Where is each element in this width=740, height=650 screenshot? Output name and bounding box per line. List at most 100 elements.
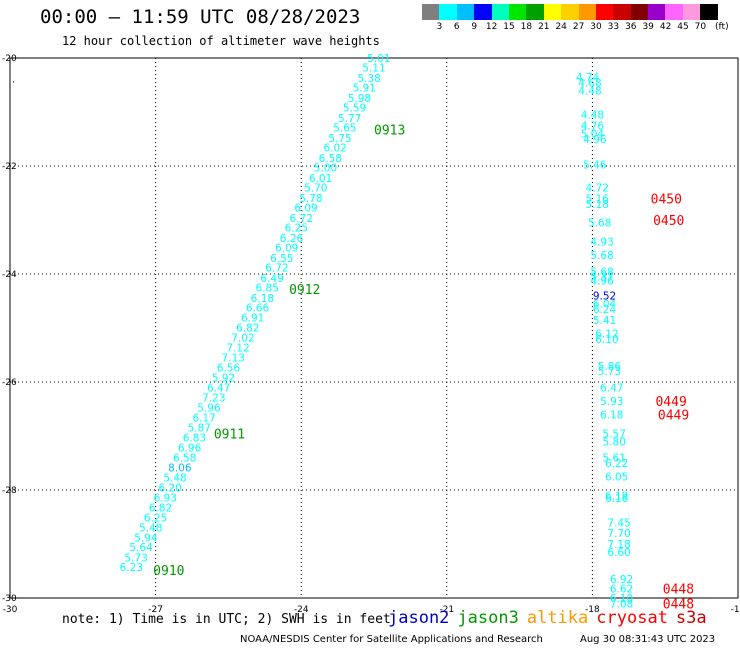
- plot-frame: [9, 57, 739, 599]
- wave-height-label: 5.94: [134, 533, 158, 545]
- legend-label: 21: [538, 22, 550, 32]
- wave-height-label: 6.47: [600, 382, 623, 394]
- wave-height-label: 6.72: [265, 263, 288, 275]
- legend-swatch: [665, 4, 683, 20]
- wave-height-label: 5.41: [593, 315, 616, 327]
- y-tick-label: -20: [2, 54, 17, 64]
- wave-height-label: 4.74: [576, 72, 600, 84]
- wave-height-label: 6.83: [183, 433, 206, 445]
- pass-time-label: 0448: [663, 597, 694, 612]
- legend-swatch: [700, 4, 718, 20]
- pass-time-label: 0912: [289, 283, 320, 298]
- wave-height-label: 5.93: [600, 396, 623, 408]
- satellite-label: jason3: [457, 608, 519, 628]
- legend-swatch: [422, 4, 440, 20]
- wave-height-label: 6.10: [595, 334, 618, 346]
- legend-label: 70: [694, 22, 707, 32]
- color-legend-bar: [422, 4, 718, 20]
- wave-height-label: 6.85: [256, 283, 279, 295]
- pass-time-label: 0450: [653, 214, 684, 229]
- wave-height-label: 6.04: [593, 299, 617, 311]
- y-tick-label: -30: [2, 594, 17, 604]
- x-tick-label: -27: [148, 605, 163, 615]
- wave-height-label: 6.25: [144, 513, 167, 525]
- wave-height-label: 5.37: [590, 272, 613, 284]
- legend-label: 27: [572, 22, 585, 32]
- x-tick-label: -15: [731, 605, 740, 615]
- wave-height-label: 5.11: [362, 63, 385, 75]
- wave-height-label: 5.68: [590, 266, 613, 278]
- legend-label: 42: [659, 22, 672, 32]
- wave-height-label: 6.93: [154, 493, 177, 505]
- pass-time-label: 0448: [663, 582, 694, 597]
- wave-height-label: 6.09: [294, 203, 317, 215]
- wave-height-label: 4.48: [581, 110, 604, 122]
- legend-swatch: [561, 4, 579, 20]
- legend-label: 18: [520, 22, 533, 32]
- page-title: 00:00 – 11:59 UTC 08/28/2023: [40, 6, 361, 28]
- legend-label: 36: [625, 22, 637, 32]
- satellite-label: cryosat: [596, 608, 668, 628]
- wave-height-label: 7.12: [226, 342, 249, 354]
- legend-swatch: [648, 4, 666, 20]
- wave-height-label: 5.68: [590, 250, 613, 262]
- y-tick-label: -28: [2, 486, 17, 496]
- y-axis-marker: .: [12, 74, 15, 85]
- wave-height-label: 5.92: [212, 373, 235, 385]
- generated-timestamp: Aug 30 08:31:43 UTC 2023: [580, 634, 716, 645]
- legend-swatch: [474, 4, 492, 20]
- wave-height-label: 6.72: [290, 213, 313, 225]
- legend-label: 39: [642, 22, 654, 32]
- x-tick-label: -21: [439, 605, 454, 615]
- legend-swatch: [682, 4, 701, 20]
- wave-height-label: 4.96: [590, 275, 614, 287]
- wave-height-label: 6.66: [246, 302, 270, 314]
- y-tick-label: -24: [2, 270, 17, 280]
- legend-swatch: [630, 4, 649, 20]
- wave-height-label: 6.60: [607, 547, 630, 559]
- page-subtitle: 12 hour collection of altimeter wave hei…: [62, 34, 380, 48]
- legend-swatch: [578, 4, 596, 20]
- wave-height-label: 5.65: [333, 123, 356, 135]
- wave-height-label: 5.64: [129, 542, 153, 554]
- wave-height-label: 6.01: [309, 173, 332, 185]
- legend-label: 24: [555, 22, 567, 32]
- wave-height-label: 5.86: [598, 361, 622, 373]
- x-tick-label: -18: [585, 605, 600, 615]
- wave-height-label: 6.19: [605, 490, 628, 502]
- wave-height-label: 6.82: [236, 322, 259, 334]
- wave-height-label: 5.16: [586, 193, 610, 205]
- y-tick-label: -22: [2, 162, 17, 172]
- wave-height-label: 6.09: [275, 243, 298, 255]
- wave-height-label: 6.20: [158, 482, 181, 494]
- wave-height-label: 7.18: [607, 539, 630, 551]
- wave-height-label: 4.72: [586, 183, 609, 195]
- wave-height-label: 5.48: [139, 522, 162, 534]
- legend-label: 33: [607, 22, 620, 32]
- wave-height-label: 6.82: [149, 502, 172, 514]
- wave-height-label: 5.38: [357, 73, 380, 85]
- wave-height-label: 5.77: [338, 113, 361, 125]
- satellite-label: jason2: [388, 608, 450, 628]
- y-tick-label: -26: [2, 378, 17, 388]
- legend-swatch: [526, 4, 544, 20]
- wave-height-label: 6.47: [207, 382, 230, 394]
- wave-height-label: 5.46: [583, 159, 607, 171]
- wave-height-label: 6.49: [260, 273, 283, 285]
- wave-height-label: 7.02: [231, 333, 254, 345]
- wave-height-label: 6.23: [120, 562, 143, 574]
- wave-height-label: 6.26: [280, 233, 304, 245]
- wave-height-label: 6.05: [605, 472, 628, 484]
- legend-label: (ft): [715, 22, 729, 32]
- wave-height-label: 5.04: [581, 129, 605, 141]
- wave-height-label: 7.13: [222, 353, 245, 365]
- legend-label: 6: [453, 22, 460, 32]
- wave-height-label: 5.61: [603, 453, 626, 465]
- wave-height-label: 5.18: [586, 199, 609, 211]
- wave-height-label: 6.92: [610, 574, 633, 586]
- legend-swatch: [456, 4, 475, 20]
- wave-height-label: 5.75: [328, 133, 351, 145]
- wave-height-label: 5.68: [588, 218, 611, 230]
- wave-height-label: 4.48: [578, 85, 601, 97]
